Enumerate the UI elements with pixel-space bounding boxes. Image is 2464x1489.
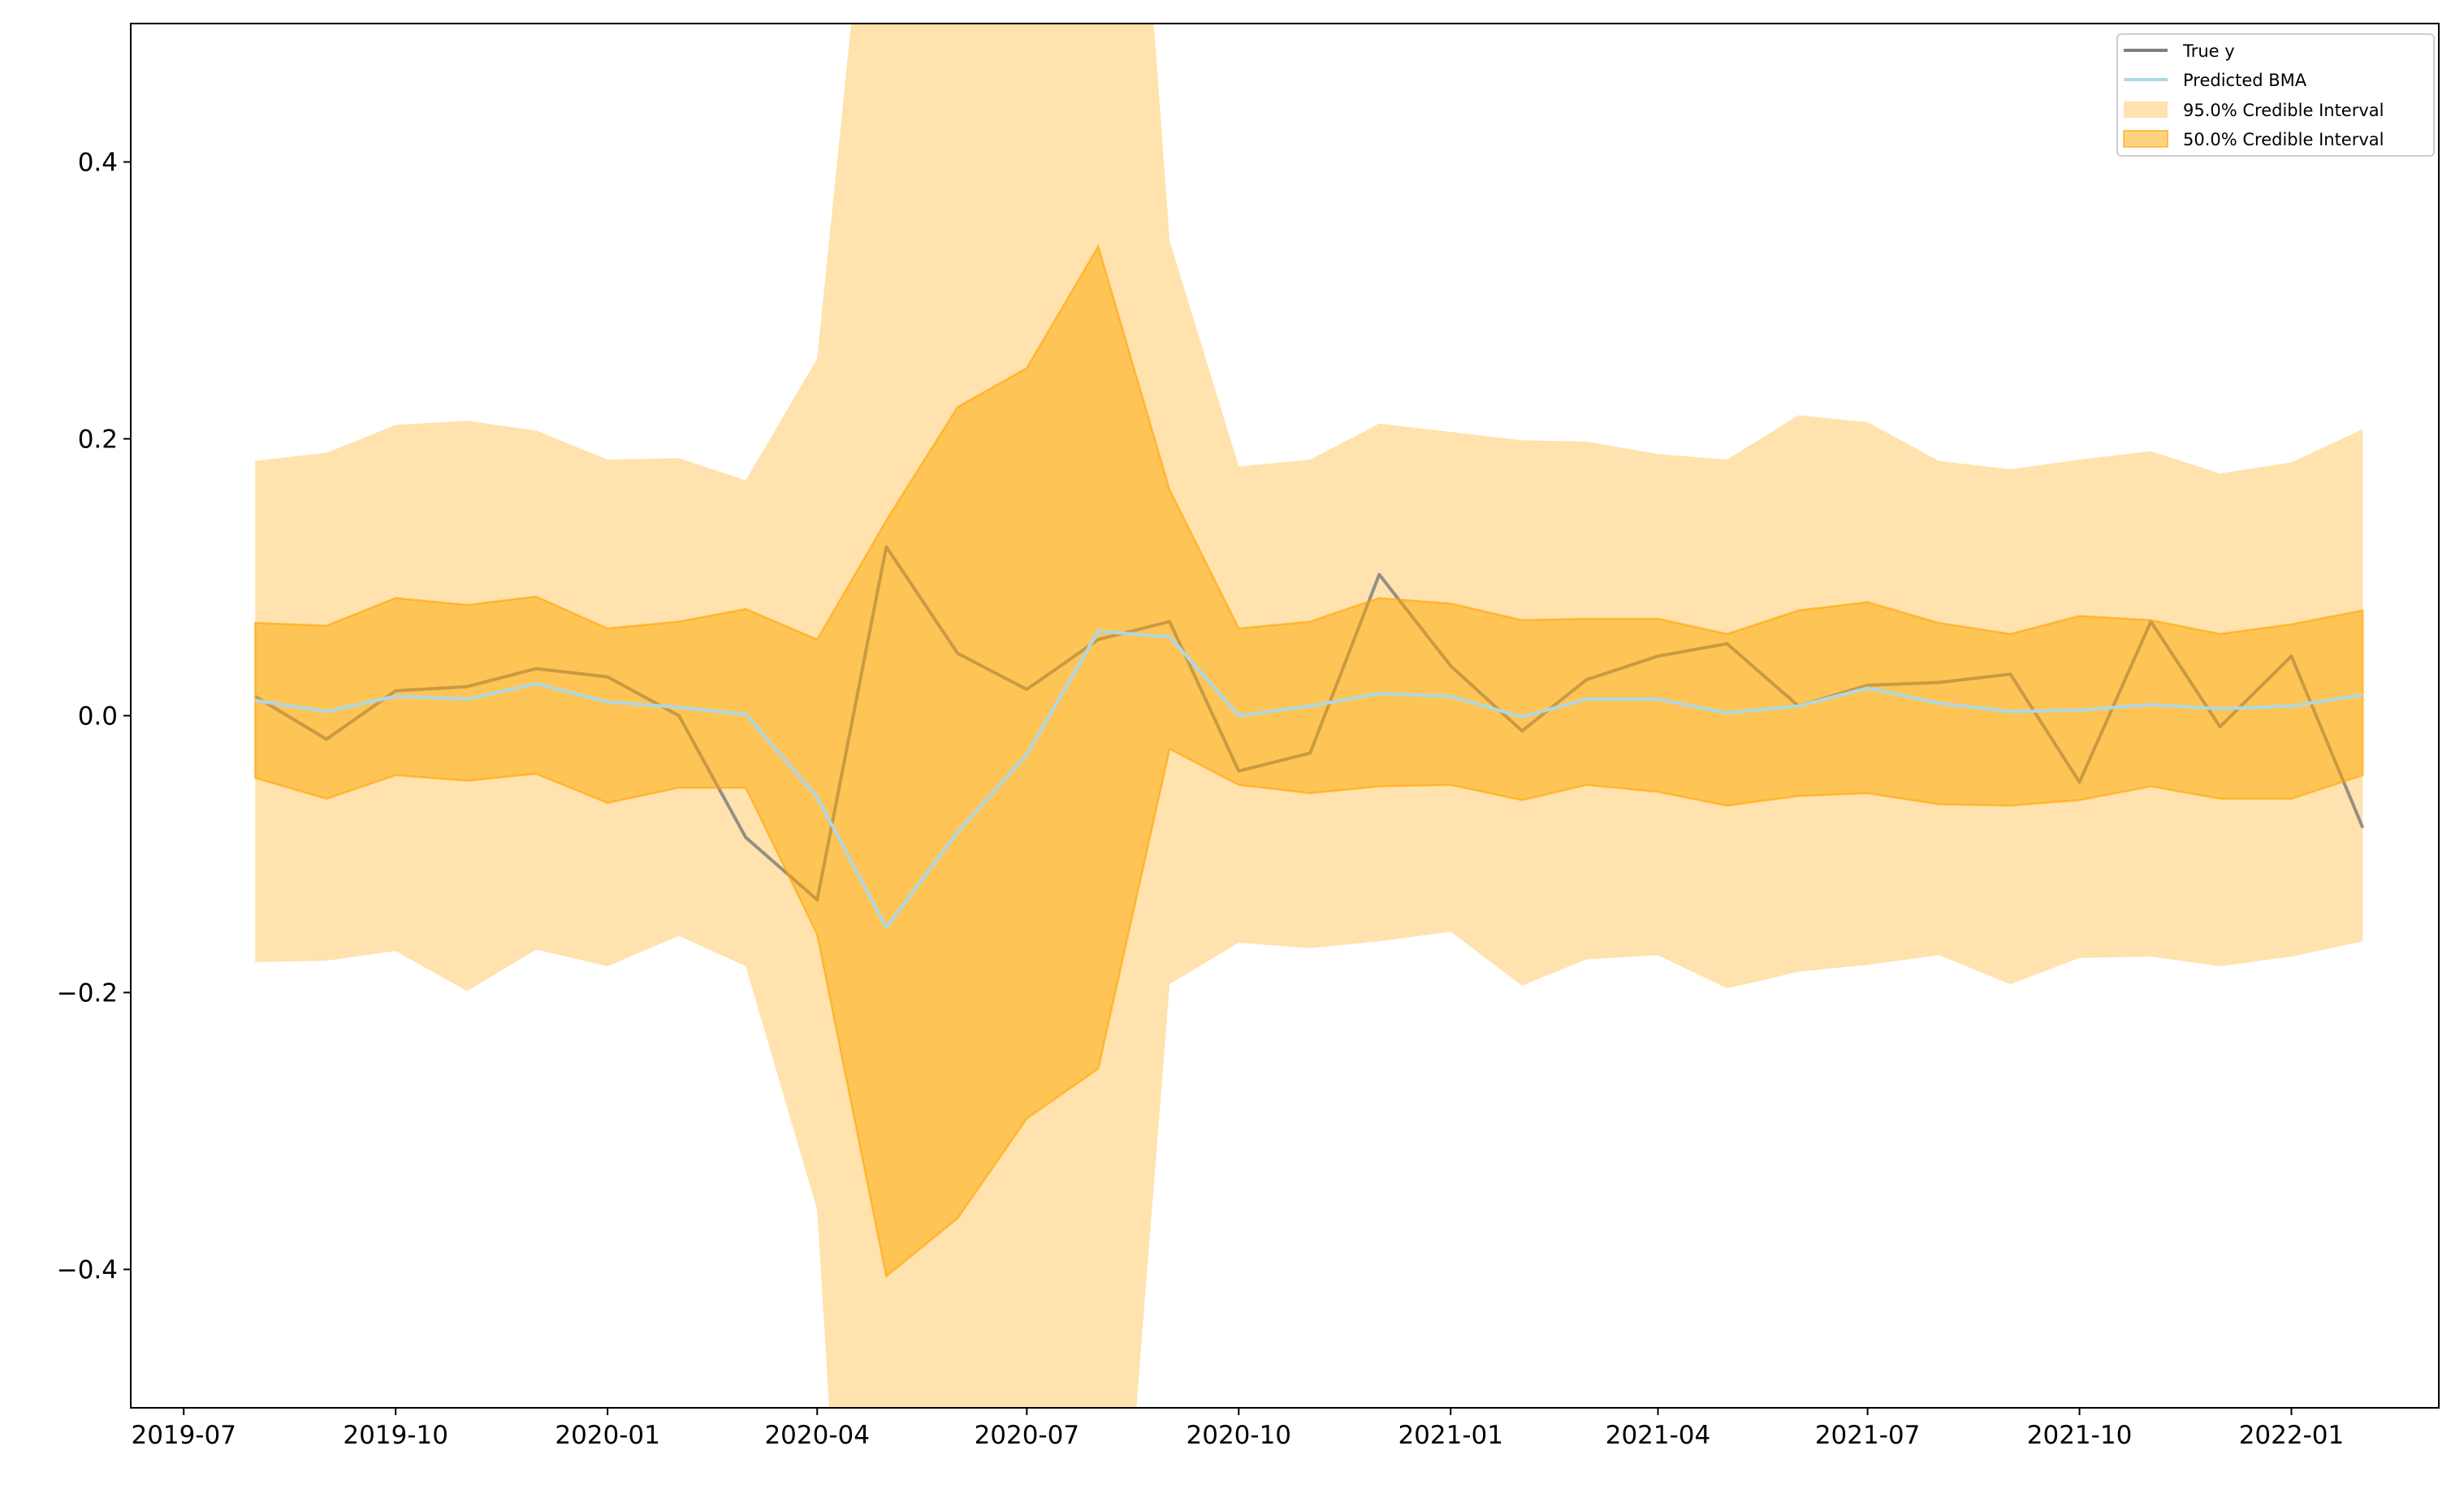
x-tick-label: 2021-07 xyxy=(1815,1421,1921,1450)
legend-50-swatch xyxy=(2123,130,2168,148)
x-tick-label: 2021-10 xyxy=(2027,1421,2133,1450)
y-tick-label: 0.0 xyxy=(78,702,118,732)
legend-50-ci: 50.0% Credible Interval xyxy=(2183,130,2384,149)
x-tick-label: 2021-01 xyxy=(1398,1421,1503,1450)
x-tick-label: 2019-07 xyxy=(131,1421,236,1450)
legend-95-ci: 95.0% Credible Interval xyxy=(2183,101,2384,120)
legend: True y Predicted BMA 95.0% Credible Inte… xyxy=(2116,33,2435,157)
legend-true-y: True y xyxy=(2182,41,2235,61)
x-tick-label: 2020-01 xyxy=(555,1421,660,1450)
legend-predicted-bma: Predicted BMA xyxy=(2183,71,2307,90)
legend-95-swatch xyxy=(2124,101,2168,118)
legend-box xyxy=(2116,33,2435,157)
x-tick-label: 2019-10 xyxy=(343,1421,448,1450)
x-tick-label: 2020-04 xyxy=(764,1421,870,1450)
y-tick-label: −0.4 xyxy=(57,1256,118,1285)
plot-area xyxy=(253,24,2365,1408)
x-tick-label: 2020-07 xyxy=(975,1421,1080,1450)
y-tick-label: −0.2 xyxy=(57,979,118,1008)
series-predicted-bma xyxy=(254,629,2363,930)
y-tick-label: 0.2 xyxy=(78,425,118,455)
x-axis: 2019-07 2019-10 2020-01 2020-04 2020-07 2020-… xyxy=(131,1408,2344,1450)
y-axis: −0.4 −0.2 0.0 0.2 0.4 xyxy=(57,149,131,1285)
x-tick-label: 2020-10 xyxy=(1187,1421,1292,1450)
x-tick-label: 2021-04 xyxy=(1606,1421,1711,1450)
band-50-ci xyxy=(253,244,2364,1279)
y-tick-label: 0.4 xyxy=(78,149,118,178)
x-tick-label: 2022-01 xyxy=(2239,1421,2345,1450)
